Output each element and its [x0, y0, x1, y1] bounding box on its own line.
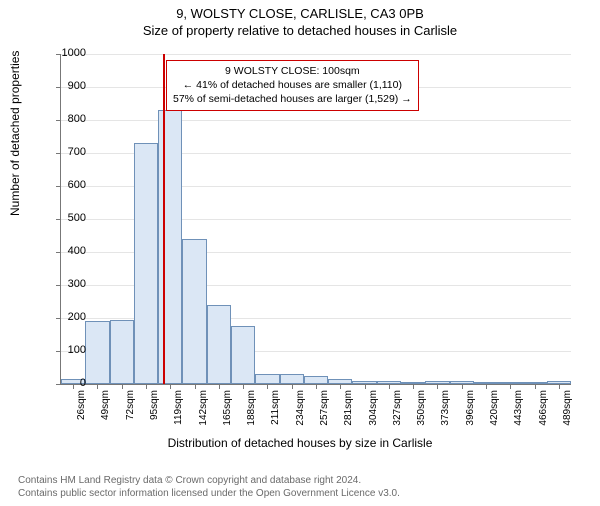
x-tick-label: 281sqm: [343, 390, 354, 450]
histogram-bar: [158, 110, 182, 384]
x-tick: [437, 384, 438, 389]
x-tick-label: 211sqm: [270, 390, 281, 450]
annotation-line: 57% of semi-detached houses are larger (…: [173, 92, 412, 106]
x-tick-label: 257sqm: [319, 390, 330, 450]
histogram-bar: [207, 305, 231, 384]
histogram-bar: [85, 321, 109, 384]
histogram-bar: [231, 326, 255, 384]
y-axis-label: Number of detached properties: [8, 51, 22, 216]
x-tick: [510, 384, 511, 389]
y-tick-label: 200: [46, 311, 86, 323]
x-tick-label: 26sqm: [76, 390, 87, 450]
histogram-bar: [304, 376, 328, 384]
x-tick: [559, 384, 560, 389]
gridline: [61, 54, 571, 55]
chart-title-address: 9, WOLSTY CLOSE, CARLISLE, CA3 0PB: [0, 6, 600, 21]
y-tick-label: 0: [46, 377, 86, 389]
y-tick-label: 1000: [46, 47, 86, 59]
y-tick-label: 500: [46, 212, 86, 224]
x-tick: [219, 384, 220, 389]
x-tick-label: 327sqm: [392, 390, 403, 450]
x-tick: [122, 384, 123, 389]
x-tick: [316, 384, 317, 389]
x-tick: [486, 384, 487, 389]
x-tick-label: 420sqm: [489, 390, 500, 450]
x-tick-label: 165sqm: [222, 390, 233, 450]
x-tick: [292, 384, 293, 389]
histogram-bar: [110, 320, 134, 384]
footer-line-1: Contains HM Land Registry data © Crown c…: [18, 474, 400, 487]
x-tick: [267, 384, 268, 389]
x-tick: [462, 384, 463, 389]
y-tick-label: 400: [46, 245, 86, 257]
x-tick: [535, 384, 536, 389]
y-tick-label: 700: [46, 146, 86, 158]
x-tick-label: 466sqm: [538, 390, 549, 450]
y-tick-label: 900: [46, 80, 86, 92]
y-tick-label: 600: [46, 179, 86, 191]
y-tick-label: 800: [46, 113, 86, 125]
annotation-box: 9 WOLSTY CLOSE: 100sqm← 41% of detached …: [166, 60, 419, 111]
x-tick-label: 396sqm: [465, 390, 476, 450]
x-tick-label: 142sqm: [198, 390, 209, 450]
x-tick: [97, 384, 98, 389]
x-tick-label: 373sqm: [440, 390, 451, 450]
x-tick-label: 443sqm: [513, 390, 524, 450]
y-tick-label: 100: [46, 344, 86, 356]
histogram-bar: [280, 374, 304, 384]
histogram-bar: [255, 374, 279, 384]
footer-line-2: Contains public sector information licen…: [18, 487, 400, 500]
chart-plot-area: 9 WOLSTY CLOSE: 100sqm← 41% of detached …: [60, 54, 571, 385]
histogram-bar: [134, 143, 158, 384]
x-tick-label: 72sqm: [125, 390, 136, 450]
attribution-footer: Contains HM Land Registry data © Crown c…: [18, 474, 400, 500]
x-tick-label: 95sqm: [149, 390, 160, 450]
x-tick: [413, 384, 414, 389]
annotation-line: ← 41% of detached houses are smaller (1,…: [173, 78, 412, 92]
y-tick-label: 300: [46, 278, 86, 290]
x-tick-label: 234sqm: [295, 390, 306, 450]
x-tick-label: 350sqm: [416, 390, 427, 450]
x-tick-label: 188sqm: [246, 390, 257, 450]
x-tick: [389, 384, 390, 389]
x-tick-label: 119sqm: [173, 390, 184, 450]
histogram-bar: [182, 239, 206, 384]
x-tick-label: 489sqm: [562, 390, 573, 450]
x-tick: [170, 384, 171, 389]
x-tick-label: 49sqm: [100, 390, 111, 450]
x-tick: [365, 384, 366, 389]
x-tick: [195, 384, 196, 389]
gridline: [61, 120, 571, 121]
x-tick: [243, 384, 244, 389]
x-tick: [340, 384, 341, 389]
x-tick-label: 304sqm: [368, 390, 379, 450]
annotation-line: 9 WOLSTY CLOSE: 100sqm: [173, 64, 412, 78]
chart-title-description: Size of property relative to detached ho…: [0, 23, 600, 38]
x-tick: [146, 384, 147, 389]
